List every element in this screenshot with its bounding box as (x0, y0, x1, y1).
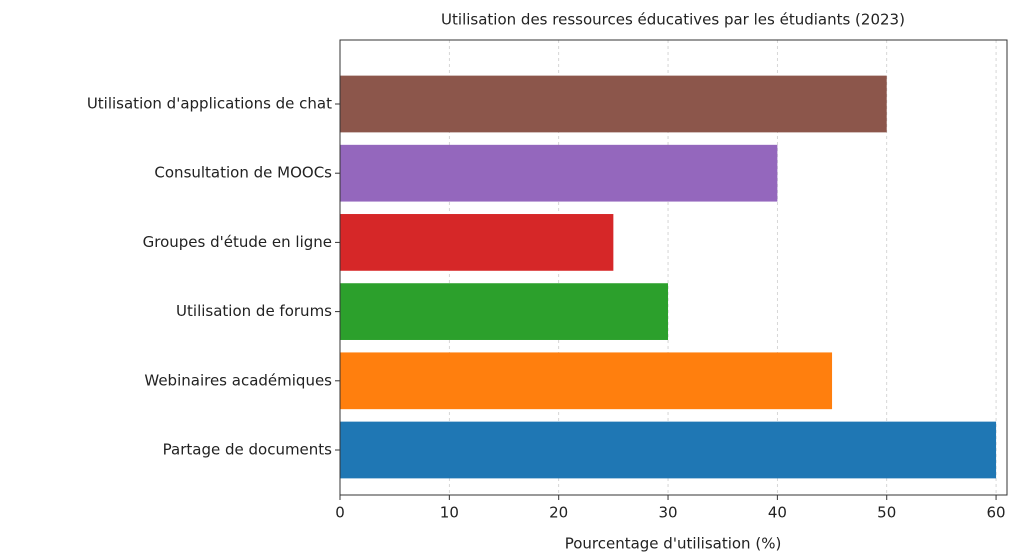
bar (340, 421, 997, 479)
bar (340, 214, 614, 271)
x-tick-label: 20 (549, 504, 568, 522)
x-tick-label: 40 (768, 504, 787, 522)
y-tick-label: Webinaires académiques (144, 371, 332, 389)
y-tick-label: Utilisation d'applications de chat (87, 95, 332, 113)
bar (340, 75, 887, 133)
x-tick-label: 10 (440, 504, 459, 522)
y-tick-label: Utilisation de forums (176, 302, 332, 320)
x-tick-label: 0 (335, 504, 345, 522)
x-tick-label: 50 (877, 504, 896, 522)
x-tick-label: 30 (658, 504, 677, 522)
x-tick-label: 60 (987, 504, 1006, 522)
chart-title: Utilisation des ressources éducatives pa… (441, 11, 905, 29)
y-tick-label: Groupes d'étude en ligne (143, 233, 332, 251)
bar (340, 144, 778, 202)
y-tick-label: Consultation de MOOCs (154, 164, 332, 182)
x-axis-label: Pourcentage d'utilisation (%) (565, 535, 782, 553)
plot-frame (339, 39, 1008, 496)
y-tick-label: Partage de documents (163, 441, 333, 459)
bar (340, 352, 833, 410)
bar (340, 283, 669, 340)
